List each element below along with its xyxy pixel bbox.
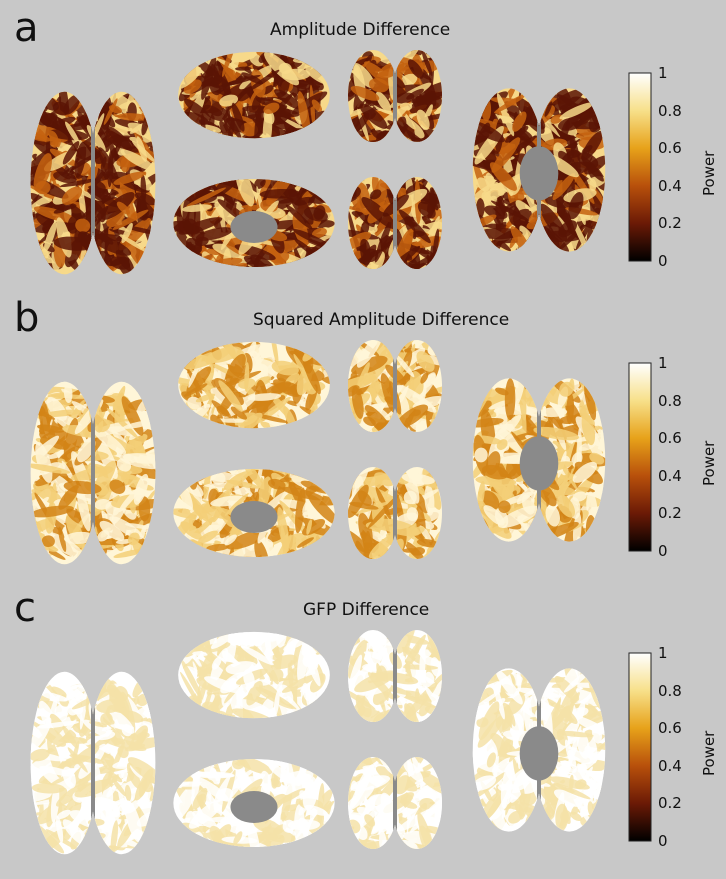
panel-b: b Squared Amplitude Difference 1 0.8 0.6 0.4 0… xyxy=(0,290,726,580)
anterior-view xyxy=(348,177,442,269)
lateral-view xyxy=(178,51,330,139)
colorbar xyxy=(628,652,652,842)
panel-letter: c xyxy=(14,585,36,631)
colorbar-tick: 0 xyxy=(658,252,668,270)
panel-c: c GFP Difference 1 0.8 0.6 0.4 0.2 0 Power xyxy=(0,580,726,870)
ventral-view xyxy=(472,668,606,832)
colorbar-tick: 0.8 xyxy=(658,681,682,700)
anterior-view xyxy=(348,467,442,559)
medial-view xyxy=(173,179,335,267)
medial-view xyxy=(173,759,335,847)
posterior-view xyxy=(348,50,442,142)
panel-letter: a xyxy=(14,5,39,51)
colorbar-label: Power xyxy=(700,150,718,196)
colorbar-tick: 0.8 xyxy=(658,101,682,120)
colorbar-tick: 0 xyxy=(658,832,668,850)
panel-title: Squared Amplitude Difference xyxy=(253,310,510,330)
colorbar-tick: 0.4 xyxy=(658,176,682,195)
colorbar-tick: 0 xyxy=(658,542,668,560)
dorsal-view xyxy=(30,671,156,855)
colorbar-label: Power xyxy=(700,440,718,486)
colorbar-tick: 0.2 xyxy=(658,794,682,813)
posterior-view xyxy=(348,340,442,432)
colorbar-tick: 1 xyxy=(658,644,668,662)
colorbar-tick: 0.6 xyxy=(658,719,682,738)
panel-letter: b xyxy=(14,295,40,341)
ventral-view xyxy=(472,378,606,542)
colorbar-label: Power xyxy=(700,730,718,776)
colorbar-tick: 0.6 xyxy=(658,429,682,448)
posterior-view xyxy=(348,630,442,722)
panel-title: GFP Difference xyxy=(303,600,430,620)
colorbar-tick: 0.4 xyxy=(658,756,682,775)
colorbar xyxy=(628,362,652,552)
colorbar-tick: 0.2 xyxy=(658,504,682,523)
colorbar-tick: 0.2 xyxy=(658,214,682,233)
ventral-view xyxy=(472,88,606,252)
colorbar-tick: 0.4 xyxy=(658,466,682,485)
colorbar-tick: 0.8 xyxy=(658,391,682,410)
dorsal-view xyxy=(30,381,156,565)
panel-a: a Amplitude Difference 1 0.8 0.6 0.4 0.2 0 Power xyxy=(0,0,726,290)
colorbar-tick: 0.6 xyxy=(658,139,682,158)
lateral-view xyxy=(178,341,330,429)
anterior-view xyxy=(348,757,442,849)
dorsal-view xyxy=(30,91,156,275)
colorbar-tick: 1 xyxy=(658,64,668,82)
colorbar-tick: 1 xyxy=(658,354,668,372)
medial-view xyxy=(173,469,335,557)
lateral-view xyxy=(178,631,330,719)
panel-title: Amplitude Difference xyxy=(270,20,451,40)
colorbar xyxy=(628,72,652,262)
